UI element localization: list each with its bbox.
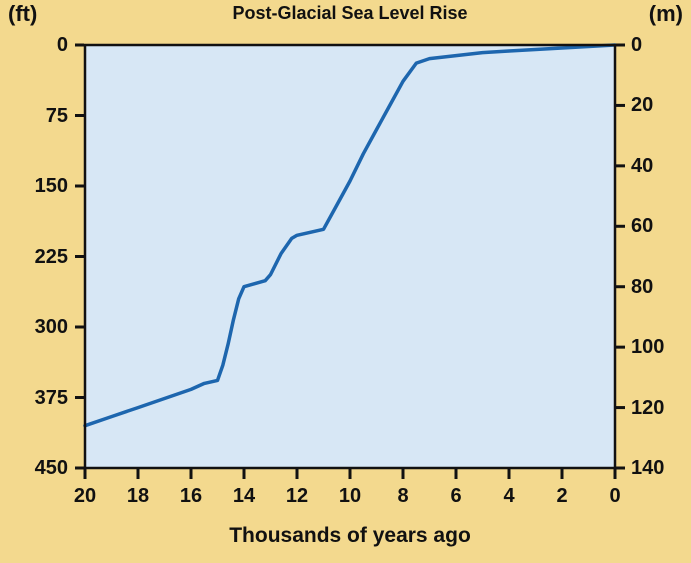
left-axis-unit: (ft) — [8, 1, 38, 26]
right-axis-unit: (m) — [648, 1, 683, 26]
chart-title: Post-Glacial Sea Level Rise — [232, 3, 468, 23]
x-axis-label: Thousands of years ago — [229, 524, 471, 547]
